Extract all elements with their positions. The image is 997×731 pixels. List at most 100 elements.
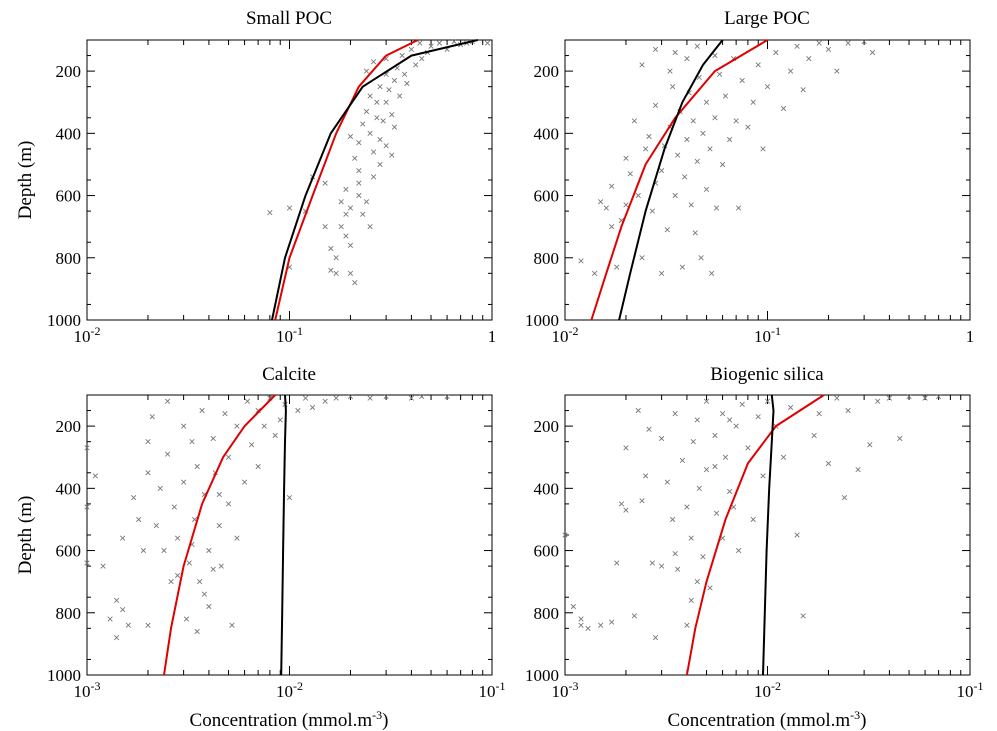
x-tick-label: 10-1 bbox=[479, 679, 506, 701]
data-point bbox=[174, 572, 181, 579]
data-point bbox=[210, 435, 216, 442]
data-point bbox=[194, 628, 200, 635]
data-point bbox=[131, 495, 137, 501]
data-point bbox=[578, 616, 584, 622]
data-point bbox=[377, 84, 383, 90]
data-point bbox=[578, 622, 584, 628]
data-point bbox=[333, 255, 339, 261]
data-point bbox=[698, 255, 704, 261]
data-point bbox=[272, 432, 278, 439]
data-point bbox=[712, 463, 718, 470]
data-point bbox=[225, 501, 232, 507]
data-point bbox=[709, 270, 715, 276]
data-point bbox=[352, 155, 358, 161]
data-point bbox=[664, 479, 670, 485]
data-point bbox=[688, 202, 694, 208]
data-point bbox=[760, 473, 766, 479]
data-point bbox=[255, 463, 261, 470]
data-point bbox=[347, 393, 354, 400]
data-point bbox=[417, 40, 423, 46]
data-point bbox=[773, 49, 779, 56]
data-point bbox=[642, 146, 649, 152]
data-point bbox=[347, 270, 354, 276]
data-point bbox=[199, 407, 205, 414]
data-point bbox=[216, 491, 222, 498]
data-point bbox=[120, 535, 126, 541]
data-point bbox=[627, 171, 633, 177]
data-point bbox=[764, 84, 771, 90]
data-point bbox=[356, 192, 362, 199]
data-point bbox=[670, 84, 676, 90]
x-tick-label: 10-1 bbox=[957, 679, 984, 701]
data-point bbox=[374, 99, 380, 105]
data-point bbox=[869, 49, 876, 56]
panel-biogenic-silica: Biogenic silica 10-3 10-2 10-1 200 400 600 800… bbox=[525, 364, 984, 701]
data-point bbox=[377, 161, 383, 168]
data-point bbox=[694, 579, 700, 585]
data-point bbox=[713, 510, 720, 516]
x-tick-label: 1 bbox=[966, 327, 975, 346]
data-point bbox=[672, 551, 678, 557]
panel-small-poc: Small POC 10-2 10-1 1 200 400 600 800 1000 bbox=[47, 8, 496, 346]
data-point bbox=[171, 504, 177, 510]
data-point bbox=[825, 460, 832, 467]
data-point bbox=[222, 411, 228, 417]
data-point bbox=[189, 439, 195, 445]
data-point bbox=[356, 180, 362, 186]
data-point bbox=[302, 395, 309, 401]
data-point bbox=[225, 454, 232, 460]
data-point bbox=[328, 267, 334, 273]
data-point bbox=[684, 56, 690, 62]
data-point bbox=[216, 523, 222, 529]
data-point bbox=[825, 46, 832, 52]
data-point bbox=[136, 516, 142, 523]
data-point bbox=[444, 393, 450, 400]
data-point bbox=[787, 404, 794, 411]
x-axis-label-text: Concentration (mmol.m bbox=[668, 710, 851, 731]
data-point bbox=[603, 205, 609, 211]
y-tick-label: 400 bbox=[534, 124, 560, 143]
data-point bbox=[780, 454, 787, 460]
y-tick-label: 800 bbox=[534, 604, 560, 623]
data-point bbox=[383, 143, 389, 149]
y-tick-label: 800 bbox=[56, 604, 82, 623]
data-point bbox=[649, 560, 655, 566]
data-point bbox=[309, 404, 316, 411]
data-point bbox=[100, 563, 106, 569]
data-point bbox=[408, 46, 415, 52]
data-point bbox=[692, 230, 698, 236]
data-point bbox=[735, 205, 742, 211]
data-point bbox=[623, 445, 629, 451]
model-line-red bbox=[274, 39, 419, 321]
x-axis-label-sup: -3 bbox=[850, 708, 860, 722]
data-point bbox=[609, 183, 615, 189]
data-point bbox=[244, 398, 251, 404]
data-point bbox=[241, 479, 248, 485]
data-point bbox=[363, 68, 370, 74]
data-point bbox=[377, 136, 383, 143]
y-axis-label-bottom: Depth (m) bbox=[15, 496, 36, 575]
data-point bbox=[855, 467, 861, 473]
data-point bbox=[295, 407, 301, 414]
data-point bbox=[739, 401, 745, 407]
data-point bbox=[652, 635, 659, 641]
x-axis-label-right: Concentration (mmol.m-3) bbox=[668, 708, 867, 731]
data-point bbox=[153, 523, 159, 529]
data-point bbox=[658, 270, 665, 276]
data-point bbox=[719, 411, 726, 417]
data-point bbox=[639, 62, 645, 68]
data-point bbox=[367, 93, 373, 99]
x-tick-label: 10-3 bbox=[552, 679, 579, 701]
model-line-black bbox=[762, 394, 775, 676]
data-point bbox=[618, 501, 625, 507]
data-point bbox=[120, 607, 126, 613]
y-tick-label: 200 bbox=[56, 417, 82, 436]
data-point bbox=[780, 105, 787, 112]
panel-title: Small POC bbox=[246, 8, 332, 29]
x-axis-label-end: ) bbox=[860, 710, 866, 731]
data-point bbox=[277, 417, 283, 423]
data-point bbox=[370, 174, 377, 180]
data-point bbox=[635, 192, 641, 199]
data-point bbox=[609, 619, 615, 625]
x-axis-label-left: Concentration (mmol.m-3) bbox=[190, 708, 389, 731]
